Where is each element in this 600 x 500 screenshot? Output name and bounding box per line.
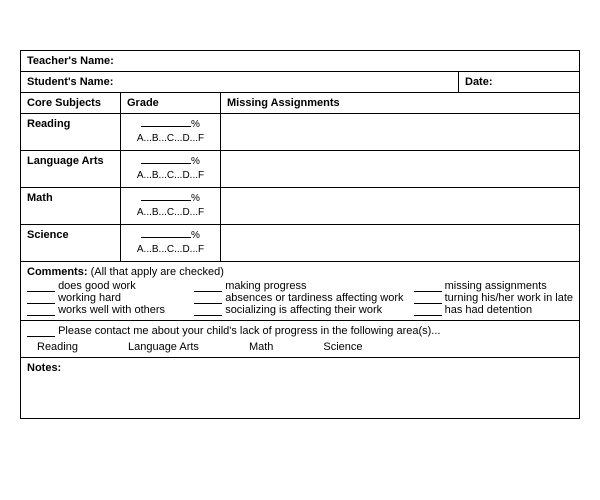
subject-name: Reading bbox=[21, 114, 121, 150]
area: Reading bbox=[37, 341, 78, 353]
grade-cell: % A...B...C...D...F bbox=[121, 225, 221, 261]
contact-text: Please contact me about your child's lac… bbox=[58, 325, 440, 337]
check-item: turning his/her work in late bbox=[414, 292, 573, 304]
area: Language Arts bbox=[128, 341, 199, 353]
notes-label: Notes: bbox=[27, 362, 61, 374]
date-label: Date: bbox=[465, 76, 493, 88]
header-row: Core Subjects Grade Missing Assignments bbox=[21, 93, 579, 114]
check-item: absences or tardiness affecting work bbox=[194, 292, 403, 304]
teacher-label: Teacher's Name: bbox=[27, 55, 114, 67]
check-item: does good work bbox=[27, 280, 184, 292]
comments-section: Comments: (All that apply are checked) d… bbox=[21, 262, 579, 321]
contact-section: Please contact me about your child's lac… bbox=[21, 321, 579, 358]
col-core: Core Subjects bbox=[21, 93, 121, 113]
check-item: making progress bbox=[194, 280, 403, 292]
check-item: works well with others bbox=[27, 304, 184, 316]
subject-name: Science bbox=[21, 225, 121, 261]
progress-form: Teacher's Name: Student's Name: Date: Co… bbox=[20, 50, 580, 419]
student-label: Student's Name: bbox=[27, 76, 113, 88]
grade-cell: % A...B...C...D...F bbox=[121, 151, 221, 187]
area: Math bbox=[249, 341, 273, 353]
grade-cell: % A...B...C...D...F bbox=[121, 188, 221, 224]
subject-row: Math % A...B...C...D...F bbox=[21, 188, 579, 225]
missing-cell[interactable] bbox=[221, 151, 579, 187]
missing-cell[interactable] bbox=[221, 188, 579, 224]
subject-name: Math bbox=[21, 188, 121, 224]
subject-row: Science % A...B...C...D...F bbox=[21, 225, 579, 262]
teacher-row: Teacher's Name: bbox=[21, 51, 579, 72]
comments-note: (All that apply are checked) bbox=[91, 266, 224, 278]
col-missing: Missing Assignments bbox=[221, 93, 579, 113]
student-row: Student's Name: Date: bbox=[21, 72, 579, 93]
check-item: socializing is affecting their work bbox=[194, 304, 403, 316]
notes-section[interactable]: Notes: bbox=[21, 358, 579, 418]
subject-name: Language Arts bbox=[21, 151, 121, 187]
grade-cell: % A...B...C...D...F bbox=[121, 114, 221, 150]
check-item: working hard bbox=[27, 292, 184, 304]
subject-row: Language Arts % A...B...C...D...F bbox=[21, 151, 579, 188]
subject-row: Reading % A...B...C...D...F bbox=[21, 114, 579, 151]
comments-label: Comments: bbox=[27, 266, 88, 278]
area: Science bbox=[323, 341, 362, 353]
check-item: missing assignments bbox=[414, 280, 573, 292]
col-grade: Grade bbox=[121, 93, 221, 113]
missing-cell[interactable] bbox=[221, 225, 579, 261]
check-item: has had detention bbox=[414, 304, 573, 316]
missing-cell[interactable] bbox=[221, 114, 579, 150]
